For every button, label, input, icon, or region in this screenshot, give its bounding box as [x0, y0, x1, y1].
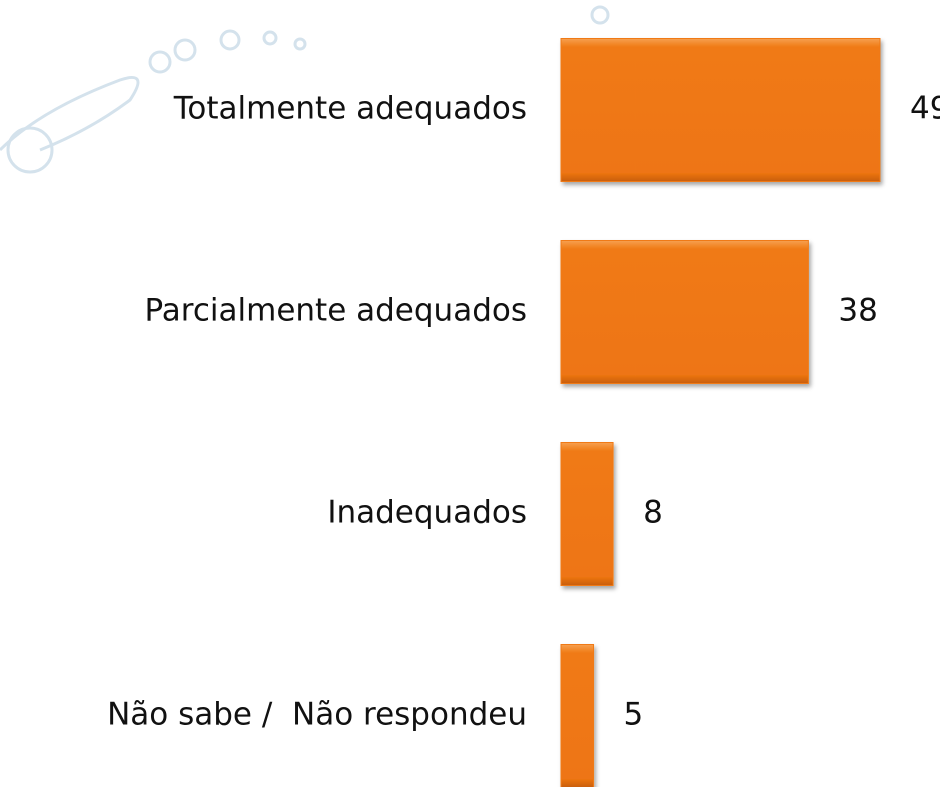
- value-label: 8: [643, 495, 663, 531]
- decoration: [0, 7, 608, 172]
- bar: [561, 645, 594, 787]
- bar: [561, 39, 880, 182]
- value-label: 38: [838, 293, 877, 329]
- category-label: Totalmente adequados: [173, 91, 527, 127]
- chart: Totalmente adequados 49 Parcialmente adequ…: [0, 0, 940, 787]
- category-label: Não sabe / Não respondeu: [107, 697, 527, 733]
- category-label: Parcialmente adequados: [145, 293, 528, 329]
- value-label: 5: [624, 697, 644, 733]
- bar: [561, 241, 808, 384]
- bar: [561, 443, 613, 586]
- category-label: Inadequados: [327, 495, 527, 531]
- value-label: 49: [910, 91, 940, 127]
